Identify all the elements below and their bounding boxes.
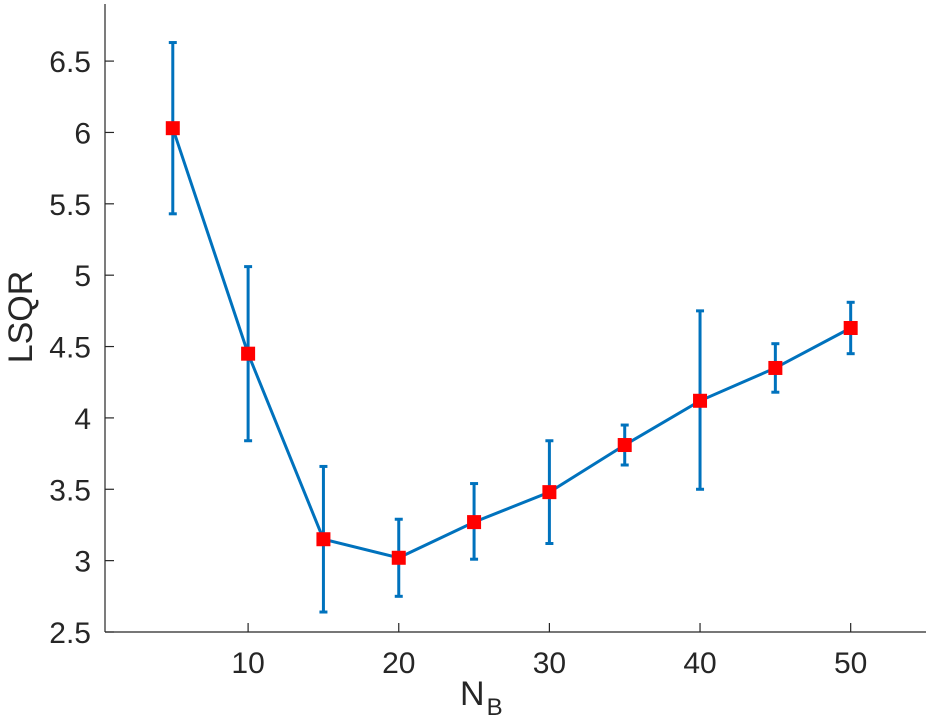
markers bbox=[165, 121, 858, 565]
data-point bbox=[391, 550, 406, 565]
data-point bbox=[165, 121, 180, 136]
y-tick-label: 3.5 bbox=[49, 474, 91, 507]
data-point bbox=[693, 393, 708, 408]
y-tick-label: 6 bbox=[74, 117, 91, 150]
x-axis-label-subscript: B bbox=[487, 694, 503, 721]
x-ticks: 10 20 30 40 50 bbox=[231, 623, 867, 680]
data-point bbox=[768, 360, 783, 375]
x-tick-label: 40 bbox=[683, 647, 716, 680]
data-point bbox=[316, 532, 331, 547]
y-tick-label: 4 bbox=[74, 403, 91, 436]
x-tick-label: 50 bbox=[834, 647, 867, 680]
y-ticks: 2.5 3 3.5 4 4.5 5 5.5 6 6.5 bbox=[49, 46, 114, 650]
series-line-group bbox=[171, 127, 852, 560]
x-tick-label: 10 bbox=[231, 647, 264, 680]
series-line bbox=[171, 127, 852, 560]
y-tick-label: 5 bbox=[74, 260, 91, 293]
data-point bbox=[617, 438, 632, 453]
x-axis-label: NB bbox=[460, 675, 503, 721]
x-tick-label: 20 bbox=[382, 647, 415, 680]
data-point bbox=[542, 485, 557, 500]
data-point bbox=[843, 320, 858, 335]
y-tick-label: 3 bbox=[74, 546, 91, 579]
axes bbox=[104, 4, 926, 633]
data-point bbox=[241, 346, 256, 361]
data-point bbox=[467, 515, 482, 530]
x-axis-label-main: N bbox=[460, 675, 485, 713]
y-tick-label: 5.5 bbox=[49, 189, 91, 222]
y-tick-label: 4.5 bbox=[49, 332, 91, 365]
y-axis-label: LSQR bbox=[2, 271, 40, 364]
x-tick-label: 30 bbox=[533, 647, 566, 680]
y-tick-label: 6.5 bbox=[49, 46, 91, 79]
y-tick-label: 2.5 bbox=[49, 617, 91, 650]
error-bars bbox=[168, 41, 855, 614]
